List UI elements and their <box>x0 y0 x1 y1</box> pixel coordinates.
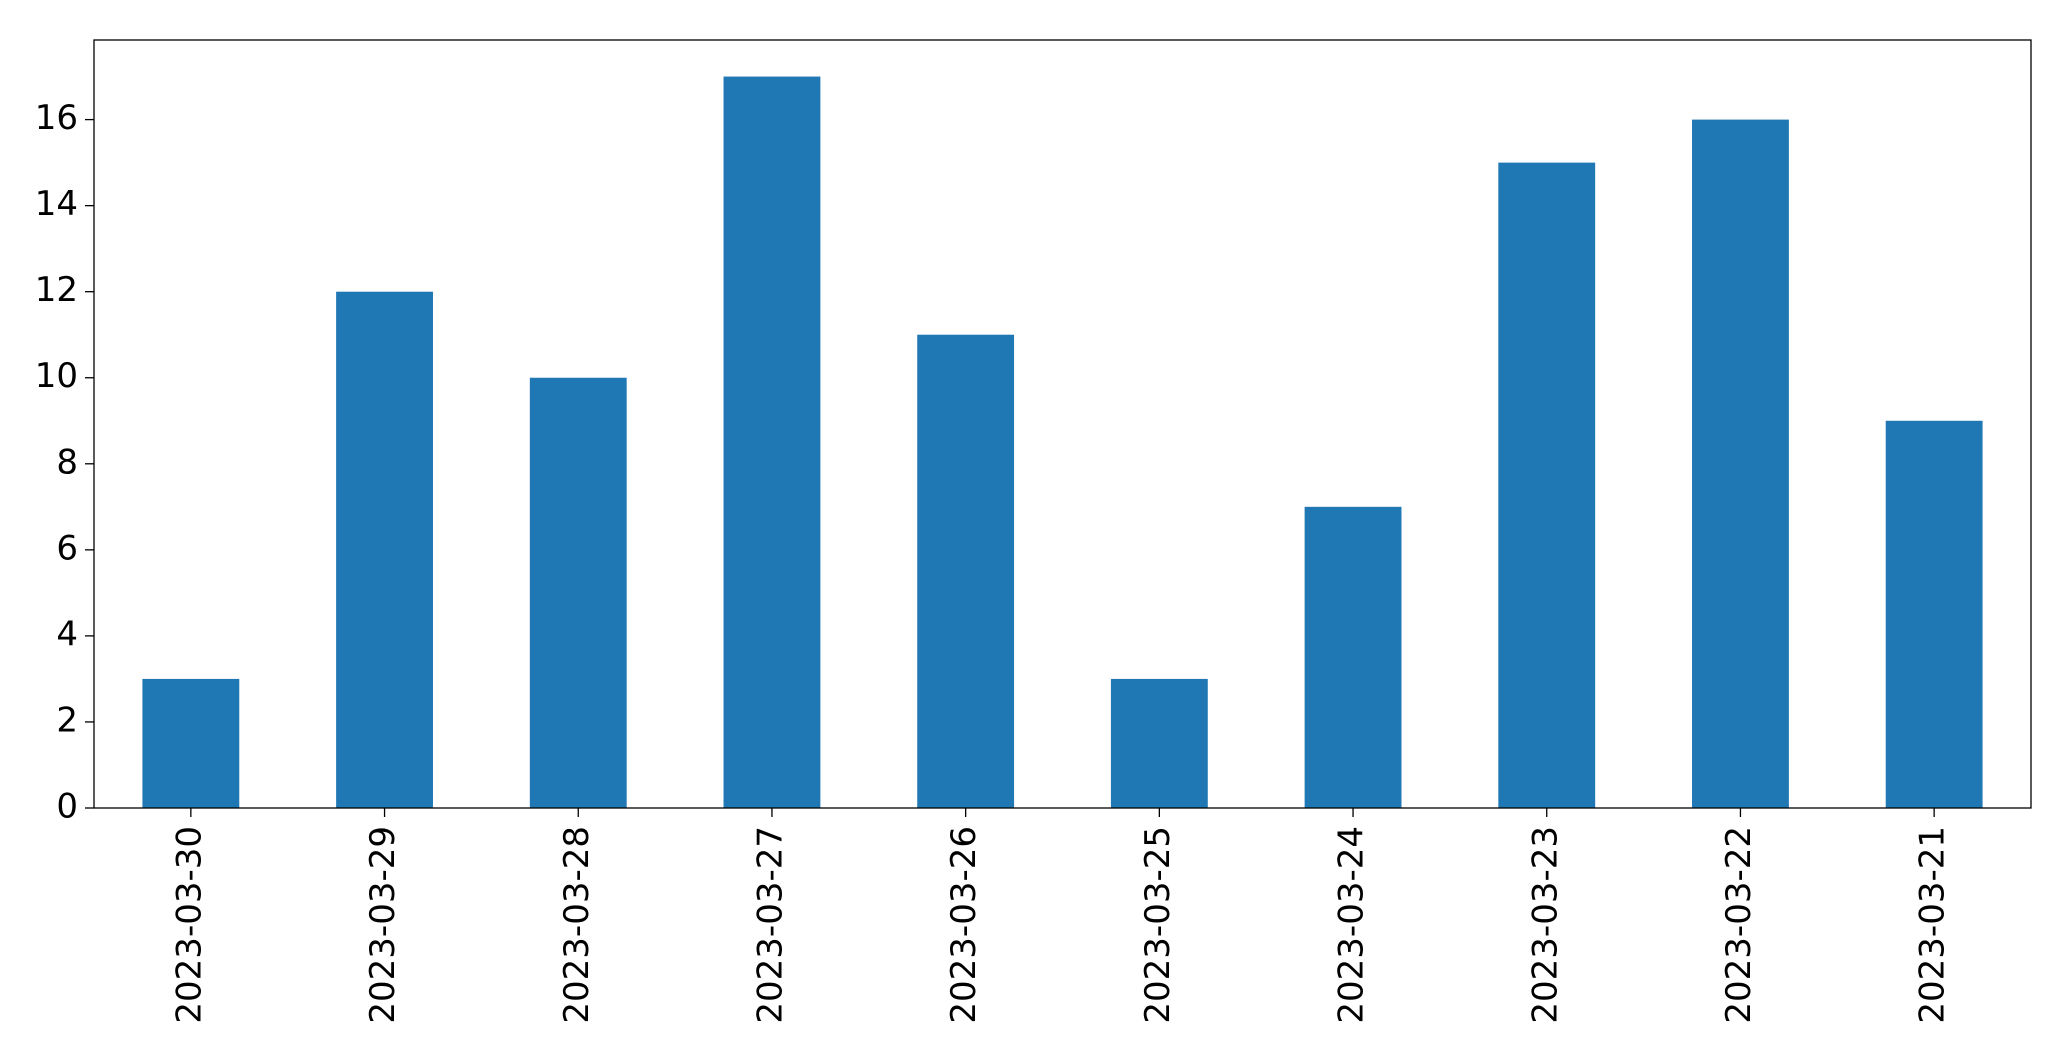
x-tick-label: 2023-03-21 <box>1913 826 1953 1024</box>
x-tick-label: 2023-03-24 <box>1332 826 1372 1024</box>
x-tick-label: 2023-03-29 <box>363 826 403 1024</box>
bar <box>723 76 821 809</box>
y-tick-label: 8 <box>56 442 78 482</box>
y-tick-label: 12 <box>35 270 78 310</box>
y-tick-label: 4 <box>56 614 78 654</box>
bar <box>529 377 627 808</box>
bar <box>142 678 240 808</box>
bar <box>1692 119 1789 809</box>
y-tick-label: 6 <box>56 528 78 568</box>
bar <box>1110 678 1208 808</box>
y-tick-label: 0 <box>56 787 78 827</box>
x-tick-label: 2023-03-30 <box>169 826 209 1024</box>
x-tick-label: 2023-03-27 <box>750 826 790 1024</box>
bar <box>336 291 433 808</box>
x-tick-label: 2023-03-25 <box>1138 826 1178 1024</box>
y-tick-label: 16 <box>35 98 78 138</box>
x-tick-label: 2023-03-22 <box>1719 826 1759 1024</box>
x-tick-label: 2023-03-23 <box>1525 826 1565 1024</box>
y-tick-label: 2 <box>56 700 78 740</box>
bar <box>917 334 1015 808</box>
bar <box>1498 162 1596 809</box>
x-tick-label: 2023-03-28 <box>557 826 597 1024</box>
bar <box>1885 420 1983 808</box>
bar <box>1304 506 1402 808</box>
y-tick-label: 14 <box>35 184 78 224</box>
x-tick-label: 2023-03-26 <box>944 826 984 1024</box>
plot-frame <box>93 39 2032 809</box>
y-tick-label: 10 <box>35 356 78 396</box>
